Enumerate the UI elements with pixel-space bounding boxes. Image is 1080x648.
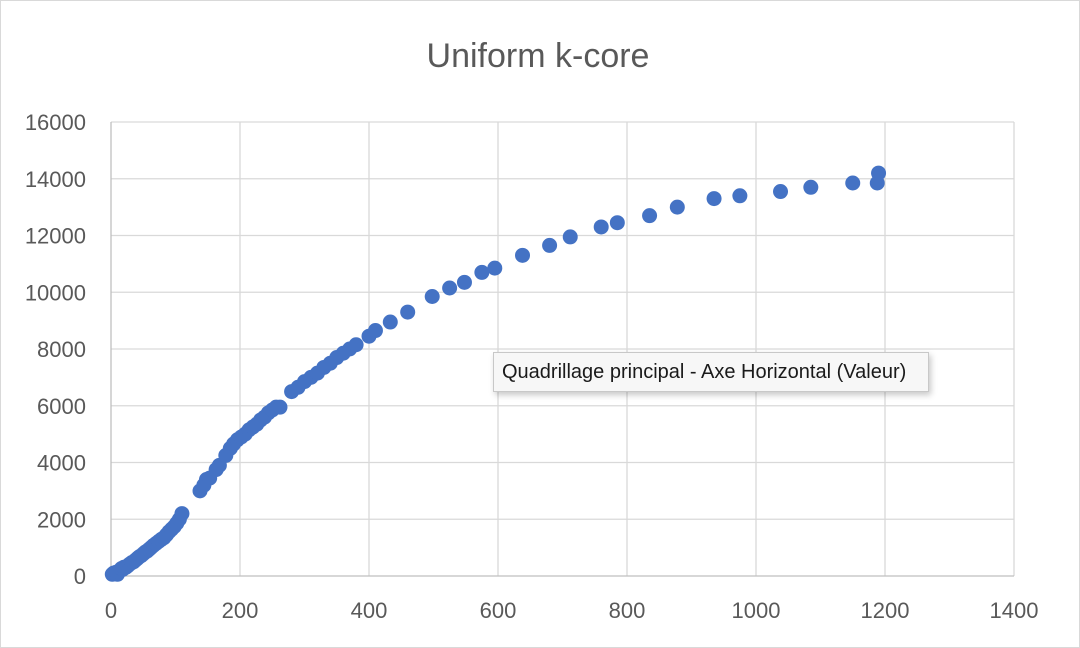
data-point (845, 175, 861, 191)
data-point (515, 247, 531, 263)
data-point (400, 304, 416, 320)
data-point (442, 280, 458, 296)
data-point (487, 260, 503, 276)
gridline-tooltip: Quadrillage principal - Axe Horizontal (… (493, 352, 930, 392)
data-point (174, 506, 190, 522)
x-tick-label: 1200 (861, 598, 910, 623)
data-point (706, 191, 722, 207)
x-tick-label: 1400 (990, 598, 1039, 623)
tick-labels: 0 200 400 600 800 1000 1200 1400020004000600080… (25, 110, 1039, 623)
data-point (732, 188, 748, 204)
data-points (104, 165, 887, 582)
data-point (609, 215, 625, 231)
data-point (542, 237, 558, 253)
data-point (669, 199, 685, 215)
data-point (382, 314, 398, 330)
data-point (642, 208, 658, 224)
y-tick-label: 0 (74, 564, 86, 589)
x-tick-label: 0 (105, 598, 117, 623)
y-tick-label: 2000 (37, 507, 86, 532)
y-tick-label: 10000 (25, 280, 86, 305)
data-point (773, 184, 789, 200)
x-tick-label: 400 (351, 598, 388, 623)
data-point (272, 399, 288, 415)
x-tick-label: 600 (480, 598, 517, 623)
y-tick-label: 4000 (37, 451, 86, 476)
x-tick-label: 800 (609, 598, 646, 623)
data-point (367, 323, 383, 339)
chart-title: Uniform k-core (427, 37, 650, 75)
data-point (869, 175, 885, 191)
y-tick-label: 8000 (37, 337, 86, 362)
x-tick-label: 200 (222, 598, 259, 623)
data-point (456, 274, 472, 290)
data-point (424, 289, 440, 305)
y-tick-label: 12000 (25, 224, 86, 249)
data-point (593, 219, 609, 235)
y-tick-label: 16000 (25, 110, 86, 135)
gridlines[interactable] (111, 121, 1015, 576)
data-point (348, 337, 364, 353)
data-point (474, 264, 490, 280)
y-tick-label: 6000 (37, 394, 86, 419)
y-tick-label: 14000 (25, 167, 86, 192)
data-point (803, 179, 819, 195)
axes (110, 122, 1014, 577)
data-point (562, 229, 578, 245)
x-tick-label: 1000 (732, 598, 781, 623)
